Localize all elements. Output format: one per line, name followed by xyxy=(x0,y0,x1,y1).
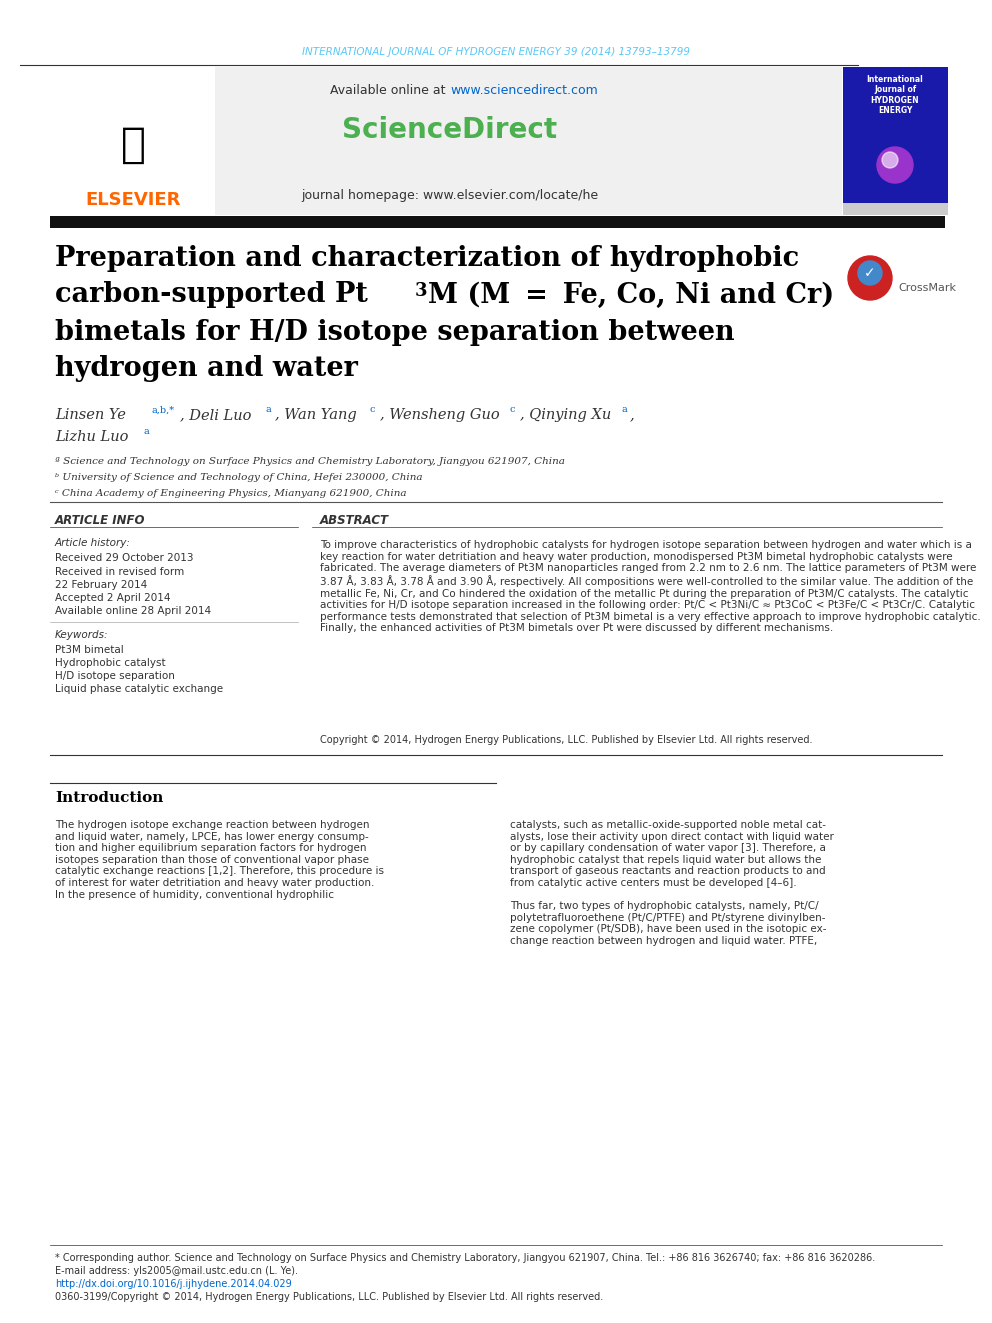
Text: Keywords:: Keywords: xyxy=(55,630,108,640)
FancyBboxPatch shape xyxy=(843,67,948,216)
Text: , Qinying Xu: , Qinying Xu xyxy=(520,407,611,422)
Text: CrossMark: CrossMark xyxy=(898,283,956,292)
Text: ✓: ✓ xyxy=(864,266,876,280)
Text: 0360-3199/Copyright © 2014, Hydrogen Energy Publications, LLC. Published by Else: 0360-3199/Copyright © 2014, Hydrogen Ene… xyxy=(55,1293,603,1302)
Text: bimetals for H/D isotope separation between: bimetals for H/D isotope separation betw… xyxy=(55,319,735,345)
Text: 🌳: 🌳 xyxy=(120,124,146,165)
Text: E-mail address: yls2005@mail.ustc.edu.cn (L. Ye).: E-mail address: yls2005@mail.ustc.edu.cn… xyxy=(55,1266,298,1275)
Text: a: a xyxy=(622,406,628,414)
Text: Hydrophobic catalyst: Hydrophobic catalyst xyxy=(55,658,166,668)
Text: http://dx.doi.org/10.1016/j.ijhydene.2014.04.029: http://dx.doi.org/10.1016/j.ijhydene.201… xyxy=(55,1279,292,1289)
FancyBboxPatch shape xyxy=(50,67,842,216)
Text: c: c xyxy=(510,406,516,414)
Text: Available online 28 April 2014: Available online 28 April 2014 xyxy=(55,606,211,617)
Text: ᵇ University of Science and Technology of China, Hefei 230000, China: ᵇ University of Science and Technology o… xyxy=(55,474,423,483)
Text: To improve characteristics of hydrophobic catalysts for hydrogen isotope separat: To improve characteristics of hydrophobi… xyxy=(320,540,981,634)
Text: www.sciencedirect.com: www.sciencedirect.com xyxy=(450,83,598,97)
Text: a: a xyxy=(144,427,150,437)
Text: ᶜ China Academy of Engineering Physics, Mianyang 621900, China: ᶜ China Academy of Engineering Physics, … xyxy=(55,490,407,499)
Text: a,b,*: a,b,* xyxy=(152,406,176,414)
Text: Preparation and characterization of hydrophobic: Preparation and characterization of hydr… xyxy=(55,245,800,271)
Text: ABSTRACT: ABSTRACT xyxy=(320,513,389,527)
Text: M (M  =  Fe, Co, Ni and Cr): M (M = Fe, Co, Ni and Cr) xyxy=(428,282,834,308)
Text: H/D isotope separation: H/D isotope separation xyxy=(55,671,175,681)
Text: * Corresponding author. Science and Technology on Surface Physics and Chemistry : * Corresponding author. Science and Tech… xyxy=(55,1253,875,1263)
Text: ,: , xyxy=(630,407,635,422)
Text: ScienceDirect: ScienceDirect xyxy=(342,116,558,144)
Text: , Wan Yang: , Wan Yang xyxy=(275,407,357,422)
Text: carbon-supported Pt: carbon-supported Pt xyxy=(55,282,368,308)
Text: Liquid phase catalytic exchange: Liquid phase catalytic exchange xyxy=(55,684,223,695)
Text: ª Science and Technology on Surface Physics and Chemistry Laboratory, Jiangyou 6: ª Science and Technology on Surface Phys… xyxy=(55,458,564,467)
Text: 22 February 2014: 22 February 2014 xyxy=(55,579,147,590)
Text: Copyright © 2014, Hydrogen Energy Publications, LLC. Published by Elsevier Ltd. : Copyright © 2014, Hydrogen Energy Public… xyxy=(320,736,812,745)
Text: journal homepage: www.elsevier.com/locate/he: journal homepage: www.elsevier.com/locat… xyxy=(302,188,598,201)
Circle shape xyxy=(858,261,882,284)
Text: Received 29 October 2013: Received 29 October 2013 xyxy=(55,553,193,564)
Text: Pt3M bimetal: Pt3M bimetal xyxy=(55,646,124,655)
Text: Linsen Ye: Linsen Ye xyxy=(55,407,126,422)
Text: 3: 3 xyxy=(415,282,428,300)
Text: Accepted 2 April 2014: Accepted 2 April 2014 xyxy=(55,593,171,603)
Circle shape xyxy=(882,152,898,168)
Text: Article history:: Article history: xyxy=(55,538,131,548)
Text: c: c xyxy=(370,406,376,414)
Circle shape xyxy=(877,147,913,183)
Text: Introduction: Introduction xyxy=(55,791,164,804)
Text: Lizhu Luo: Lizhu Luo xyxy=(55,430,128,445)
Circle shape xyxy=(848,255,892,300)
Text: Available online at: Available online at xyxy=(330,83,450,97)
Text: catalysts, such as metallic-oxide-supported noble metal cat-
alysts, lose their : catalysts, such as metallic-oxide-suppor… xyxy=(510,820,834,946)
Text: ARTICLE INFO: ARTICLE INFO xyxy=(55,513,146,527)
Text: INTERNATIONAL JOURNAL OF HYDROGEN ENERGY 39 (2014) 13793–13799: INTERNATIONAL JOURNAL OF HYDROGEN ENERGY… xyxy=(302,48,690,57)
Text: a: a xyxy=(265,406,271,414)
Text: , Deli Luo: , Deli Luo xyxy=(180,407,251,422)
Text: International
Journal of
HYDROGEN
ENERGY: International Journal of HYDROGEN ENERGY xyxy=(867,75,924,115)
Text: ELSEVIER: ELSEVIER xyxy=(85,191,181,209)
FancyBboxPatch shape xyxy=(50,216,945,228)
Text: The hydrogen isotope exchange reaction between hydrogen
and liquid water, namely: The hydrogen isotope exchange reaction b… xyxy=(55,820,384,900)
Text: Received in revised form: Received in revised form xyxy=(55,568,185,577)
Text: hydrogen and water: hydrogen and water xyxy=(55,356,358,382)
FancyBboxPatch shape xyxy=(843,202,948,216)
Text: , Wensheng Guo: , Wensheng Guo xyxy=(380,407,500,422)
FancyBboxPatch shape xyxy=(50,67,215,216)
